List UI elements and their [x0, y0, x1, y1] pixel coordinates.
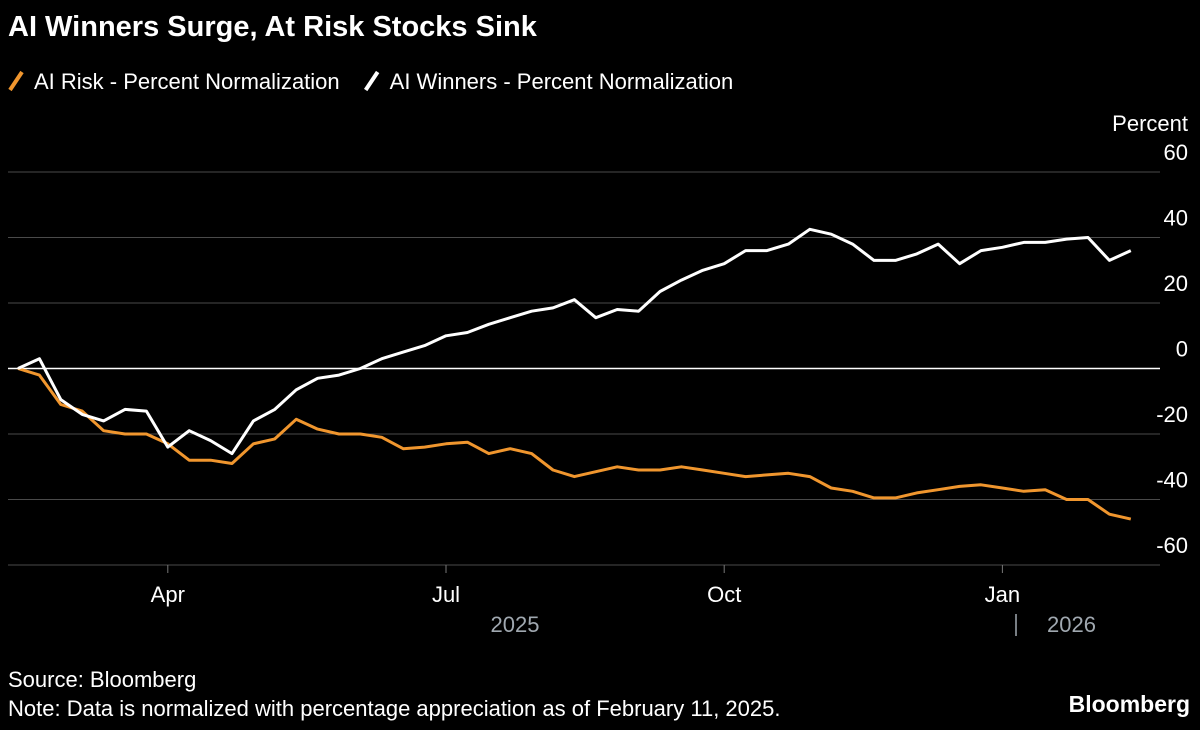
note: Note: Data is normalized with percentage… — [8, 696, 780, 721]
x-tick-label: Oct — [707, 582, 741, 607]
legend-swatch — [8, 70, 24, 92]
legend-swatch — [363, 70, 380, 92]
y-tick-label: -20 — [1156, 402, 1188, 427]
x-tick-label: Jul — [432, 582, 460, 607]
y-tick-label: 0 — [1176, 337, 1188, 362]
legend-label: AI Risk - Percent Normalization — [34, 69, 340, 94]
brand: Bloomberg — [1069, 691, 1190, 717]
year-label: 2026 — [1047, 612, 1096, 637]
y-axis-label: Percent — [1112, 111, 1188, 136]
x-tick-label: Apr — [151, 582, 185, 607]
y-tick-label: 20 — [1164, 271, 1188, 296]
y-tick-label: 40 — [1164, 206, 1188, 231]
y-tick-label: 60 — [1164, 140, 1188, 165]
series-line — [17, 227, 1132, 456]
chart-title: AI Winners Surge, At Risk Stocks Sink — [8, 11, 538, 43]
source: Source: Bloomberg — [8, 667, 196, 692]
year-label: 2025 — [491, 612, 540, 637]
series-line — [17, 367, 1132, 521]
y-tick-label: -60 — [1156, 533, 1188, 558]
legend-label: AI Winners - Percent Normalization — [390, 69, 734, 94]
y-tick-label: -40 — [1156, 468, 1188, 493]
x-tick-label: Jan — [985, 582, 1020, 607]
